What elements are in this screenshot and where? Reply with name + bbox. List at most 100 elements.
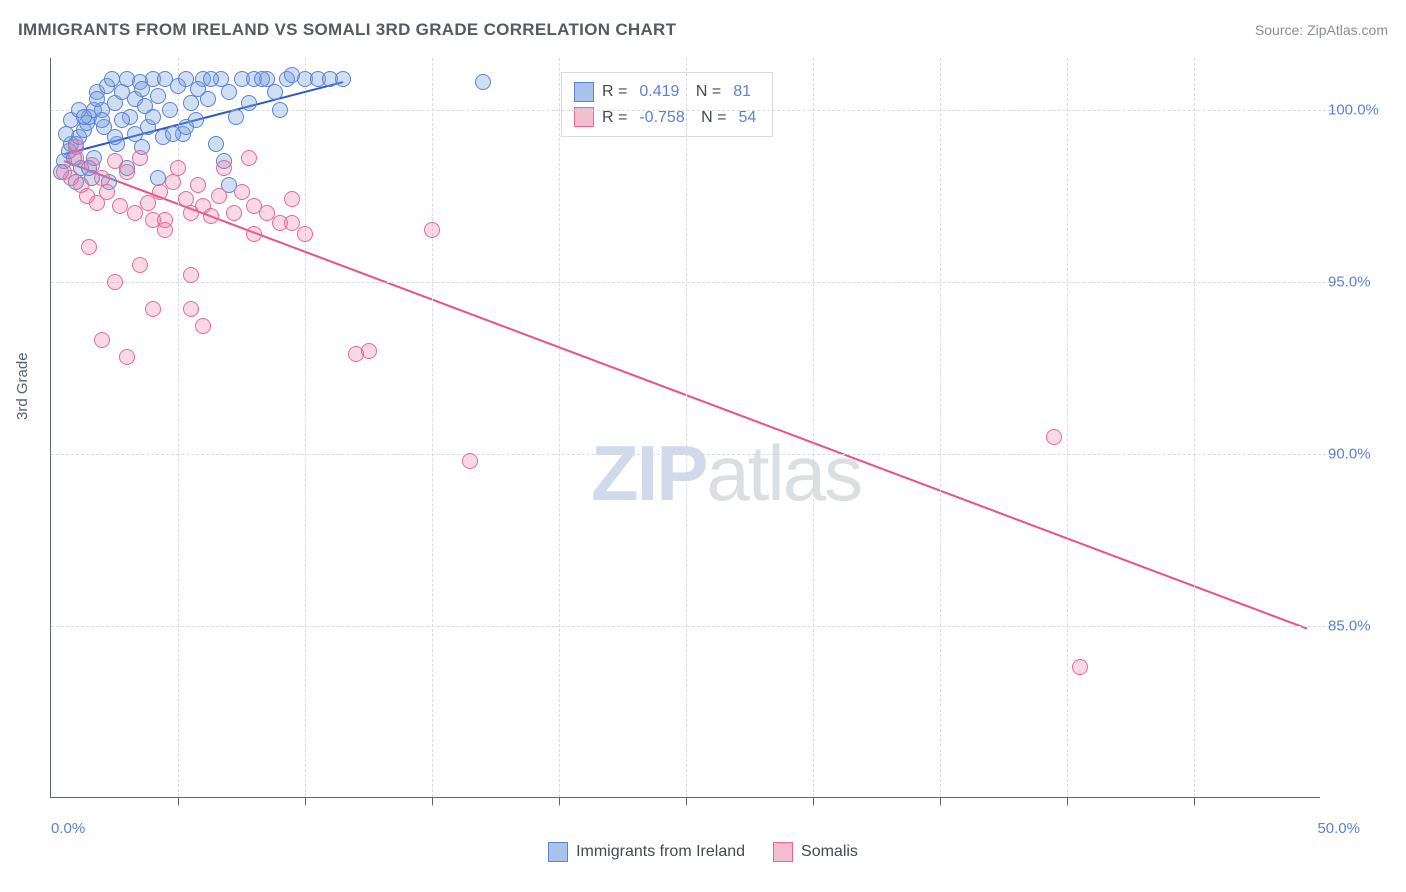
x-tick-mark (813, 797, 814, 805)
scatter-point (297, 226, 313, 242)
x-tick-mark (686, 797, 687, 805)
legend-item: Immigrants from Ireland (548, 842, 745, 862)
scatter-point (145, 109, 161, 125)
scatter-point (1046, 429, 1062, 445)
scatter-point (89, 91, 105, 107)
scatter-point (94, 112, 110, 128)
scatter-point (170, 160, 186, 176)
scatter-point (241, 95, 257, 111)
gridline-v (305, 58, 306, 807)
legend-label: Immigrants from Ireland (576, 843, 745, 861)
scatter-point (119, 164, 135, 180)
legend-swatch (548, 842, 568, 862)
gridline-v (1067, 58, 1068, 807)
scatter-point (211, 188, 227, 204)
scatter-point (183, 301, 199, 317)
stat-n-value: 81 (729, 79, 755, 105)
x-tick-mark (559, 797, 560, 805)
scatter-point (195, 318, 211, 334)
legend-swatch (574, 82, 594, 102)
scatter-point (84, 157, 100, 173)
scatter-point (58, 126, 74, 142)
watermark-a: ZIP (591, 429, 706, 517)
gridline-v (813, 58, 814, 807)
gridline-h (51, 626, 1336, 627)
chart-title: IMMIGRANTS FROM IRELAND VS SOMALI 3RD GR… (18, 20, 676, 40)
scatter-point (475, 74, 491, 90)
scatter-point (114, 112, 130, 128)
scatter-point (203, 71, 219, 87)
scatter-point (132, 257, 148, 273)
x-tick-mark (1067, 797, 1068, 805)
scatter-point (424, 222, 440, 238)
gridline-v (940, 58, 941, 807)
stat-r-label: R = (602, 79, 627, 105)
scatter-point (132, 150, 148, 166)
y-tick-label: 100.0% (1328, 101, 1398, 118)
scatter-point (178, 119, 194, 135)
scatter-point (234, 184, 250, 200)
scatter-plot-area: ZIPatlas R =0.419 N =81R =-0.758 N =54 0… (50, 58, 1320, 798)
gridline-v (559, 58, 560, 807)
x-tick-mark (178, 797, 179, 805)
scatter-point (81, 239, 97, 255)
scatter-point (107, 129, 123, 145)
y-axis-label: 3rd Grade (14, 352, 31, 420)
scatter-point (272, 102, 288, 118)
scatter-point (246, 226, 262, 242)
legend-label: Somalis (801, 843, 858, 861)
scatter-point (119, 349, 135, 365)
x-tick-mark (432, 797, 433, 805)
x-tick-mark (305, 797, 306, 805)
stat-n-value: 54 (735, 105, 761, 131)
stats-legend-box: R =0.419 N =81R =-0.758 N =54 (561, 72, 773, 137)
scatter-point (76, 109, 92, 125)
scatter-point (335, 71, 351, 87)
scatter-point (203, 208, 219, 224)
scatter-point (1072, 659, 1088, 675)
scatter-point (462, 453, 478, 469)
scatter-point (68, 139, 84, 155)
gridline-v (432, 58, 433, 807)
x-tick-mark (1194, 797, 1195, 805)
scatter-point (284, 215, 300, 231)
scatter-point (99, 184, 115, 200)
y-tick-label: 90.0% (1328, 445, 1398, 462)
scatter-point (134, 81, 150, 97)
legend-item: Somalis (773, 842, 858, 862)
scatter-point (267, 84, 283, 100)
scatter-point (127, 126, 143, 142)
scatter-point (157, 212, 173, 228)
x-tick-max: 50.0% (1317, 820, 1360, 837)
scatter-point (183, 95, 199, 111)
gridline-h (51, 454, 1336, 455)
source-attribution: Source: ZipAtlas.com (1255, 22, 1388, 38)
y-tick-label: 95.0% (1328, 273, 1398, 290)
x-tick-min: 0.0% (51, 820, 85, 837)
scatter-point (190, 177, 206, 193)
watermark: ZIPatlas (591, 428, 861, 519)
legend-swatch (773, 842, 793, 862)
stat-r-value: 0.419 (635, 79, 683, 105)
scatter-point (104, 71, 120, 87)
stat-r-label: R = (602, 105, 627, 131)
stat-n-label: N = (697, 105, 727, 131)
scatter-point (208, 136, 224, 152)
scatter-point (216, 160, 232, 176)
gridline-v (686, 58, 687, 807)
scatter-point (221, 84, 237, 100)
gridline-v (1194, 58, 1195, 807)
y-tick-label: 85.0% (1328, 617, 1398, 634)
scatter-point (228, 109, 244, 125)
scatter-point (165, 174, 181, 190)
scatter-point (162, 102, 178, 118)
scatter-point (150, 88, 166, 104)
gridline-h (51, 282, 1336, 283)
scatter-point (254, 71, 270, 87)
scatter-point (226, 205, 242, 221)
scatter-point (241, 150, 257, 166)
stats-legend-row: R =-0.758 N =54 (574, 105, 760, 131)
scatter-point (183, 267, 199, 283)
stat-n-label: N = (691, 79, 721, 105)
series-legend: Immigrants from Ireland Somalis (0, 842, 1406, 862)
